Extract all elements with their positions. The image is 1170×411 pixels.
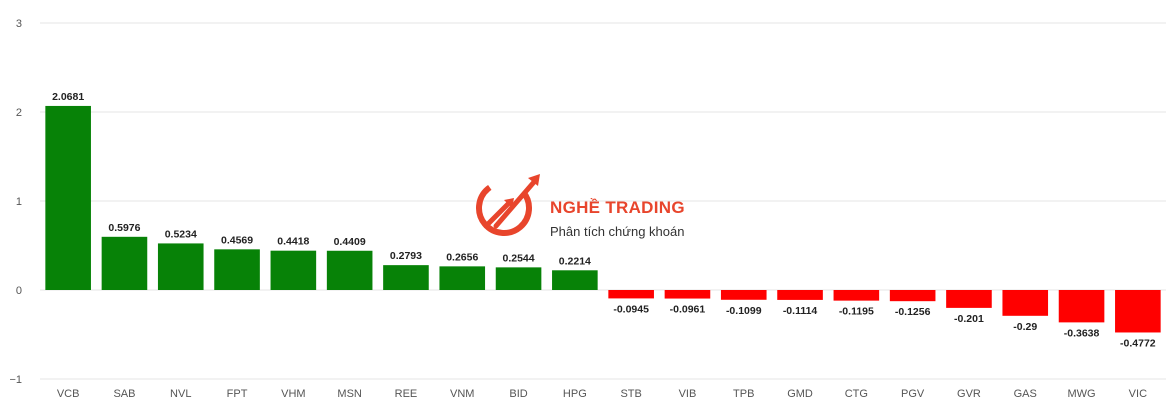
x-tick-label: TPB <box>733 388 754 400</box>
trading-arrows-logo-icon <box>476 174 540 236</box>
bar <box>1058 290 1105 323</box>
bar <box>664 290 711 299</box>
x-tick-label: REE <box>395 388 418 400</box>
data-label: -0.0961 <box>670 304 706 316</box>
data-label: 0.5976 <box>108 222 140 234</box>
x-tick-label: GVR <box>957 388 981 400</box>
data-label: 0.2656 <box>446 251 478 263</box>
data-label: 0.4409 <box>334 236 366 248</box>
x-tick-label: VNM <box>450 388 474 400</box>
x-tick-label: VIB <box>679 388 697 400</box>
x-tick-label: CTG <box>845 388 868 400</box>
bar <box>552 270 598 290</box>
bar <box>45 105 91 290</box>
x-tick-label: PGV <box>901 388 925 400</box>
brand-tagline: Phân tích chứng khoán <box>550 224 685 239</box>
data-label: 0.4569 <box>221 234 253 246</box>
x-tick-label: BID <box>509 388 527 400</box>
x-tick-label: GMD <box>787 388 813 400</box>
bar <box>889 290 936 302</box>
x-tick-label: SAB <box>113 388 135 400</box>
y-tick-label: −1 <box>9 374 22 386</box>
x-tick-label: MWG <box>1067 388 1095 400</box>
data-label: -0.1099 <box>726 305 762 317</box>
x-tick-label: VHM <box>281 388 305 400</box>
y-tick-label: 0 <box>16 285 22 297</box>
brand-name: NGHỀ TRADING <box>550 198 685 217</box>
bar <box>157 243 204 290</box>
data-label: -0.1195 <box>839 306 874 318</box>
data-label: -0.201 <box>954 313 984 325</box>
bar <box>1115 290 1161 333</box>
y-tick-label: 2 <box>16 107 22 119</box>
data-label: -0.1114 <box>783 305 818 317</box>
data-labels: 2.0681 0.5976 0.5234 0.4569 0.4418 0.4409 0.27… <box>52 91 1156 350</box>
bar <box>1002 290 1049 316</box>
y-tick-label: 1 <box>16 196 22 208</box>
bar <box>608 290 654 299</box>
data-label: -0.0945 <box>613 303 649 315</box>
x-axis: VCB SAB NVL FPT VHM MSN REE VNM BID HPG STB VIB TPB G… <box>57 388 1147 400</box>
x-tick-label: FPT <box>227 388 248 400</box>
data-label: 0.5234 <box>165 228 197 240</box>
data-label: -0.4772 <box>1120 337 1156 349</box>
bar <box>270 250 317 290</box>
x-tick-label: HPG <box>563 388 587 400</box>
watermark-logo: NGHỀ TRADING Phân tích chứng khoán <box>470 168 710 246</box>
x-tick-label: NVL <box>170 388 191 400</box>
x-tick-label: VCB <box>57 388 80 400</box>
bar <box>101 236 148 290</box>
bar <box>946 290 992 308</box>
x-tick-label: MSN <box>337 388 362 400</box>
bar <box>777 290 823 300</box>
bar <box>383 265 429 290</box>
x-tick-label: GAS <box>1014 388 1037 400</box>
bar <box>833 290 880 301</box>
x-tick-label: VIC <box>1129 388 1147 400</box>
data-label: 0.2544 <box>502 252 534 264</box>
data-label: 0.2793 <box>390 250 422 262</box>
data-label: 0.2214 <box>559 255 591 267</box>
bars <box>45 105 1161 333</box>
data-label: 0.4418 <box>277 236 309 248</box>
data-label: 2.0681 <box>52 91 84 103</box>
bar <box>439 266 486 290</box>
bar <box>495 267 542 290</box>
data-label: -0.3638 <box>1064 327 1100 339</box>
y-tick-label: 3 <box>16 18 22 30</box>
bar <box>326 250 373 290</box>
bar <box>720 290 767 300</box>
data-label: -0.29 <box>1013 321 1037 333</box>
bar <box>214 249 260 290</box>
data-label: -0.1256 <box>895 306 931 318</box>
x-tick-label: STB <box>620 388 641 400</box>
y-axis: −1 0 1 2 3 <box>9 18 22 386</box>
